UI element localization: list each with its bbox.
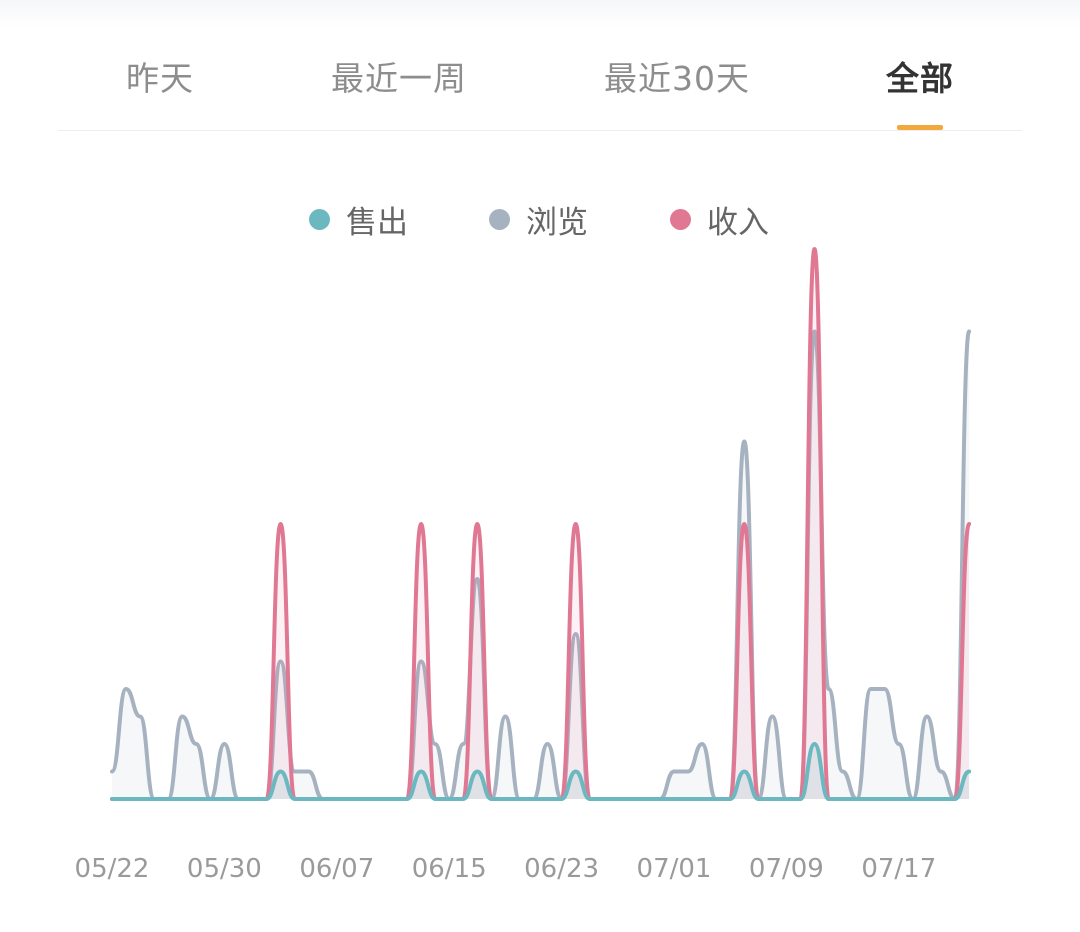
series-line-income [110,247,972,801]
active-tab-indicator [897,125,943,130]
top-fade [0,0,1080,28]
x-tick-label: 05/30 [187,854,262,884]
x-tick-label: 06/23 [524,854,599,884]
tab-last-30-days[interactable]: 最近30天 [604,59,750,98]
tab-last-week[interactable]: 最近一周 [331,59,467,98]
tab-yesterday[interactable]: 昨天 [126,59,194,98]
tabs-divider [58,130,1022,131]
series-line-sold [110,742,972,801]
tab-all[interactable]: 全部 [886,59,954,98]
x-tick-label: 07/01 [637,854,712,884]
legend-dot-views [489,208,510,230]
series-line-views [110,329,972,801]
legend-item-income[interactable]: 收入 [670,195,769,243]
legend-label-views: 浏览 [526,204,588,241]
x-tick-label: 06/07 [299,854,374,884]
legend-item-views[interactable]: 浏览 [489,195,588,243]
x-tick-label: 05/22 [75,854,150,884]
series-area-views [112,331,970,799]
series-area-income [112,249,970,799]
chart-legend: 售出 浏览 收入 [0,195,1080,243]
legend-label-income: 收入 [707,204,769,241]
x-tick-label: 07/09 [749,854,824,884]
legend-item-sold[interactable]: 售出 [309,195,408,243]
time-range-tabs: 昨天 最近一周 最近30天 全部 [0,40,1080,130]
x-tick-label: 06/15 [412,854,487,884]
legend-dot-income [670,208,691,230]
legend-dot-sold [309,208,330,230]
x-tick-label: 07/17 [861,854,936,884]
legend-label-sold: 售出 [346,204,408,241]
